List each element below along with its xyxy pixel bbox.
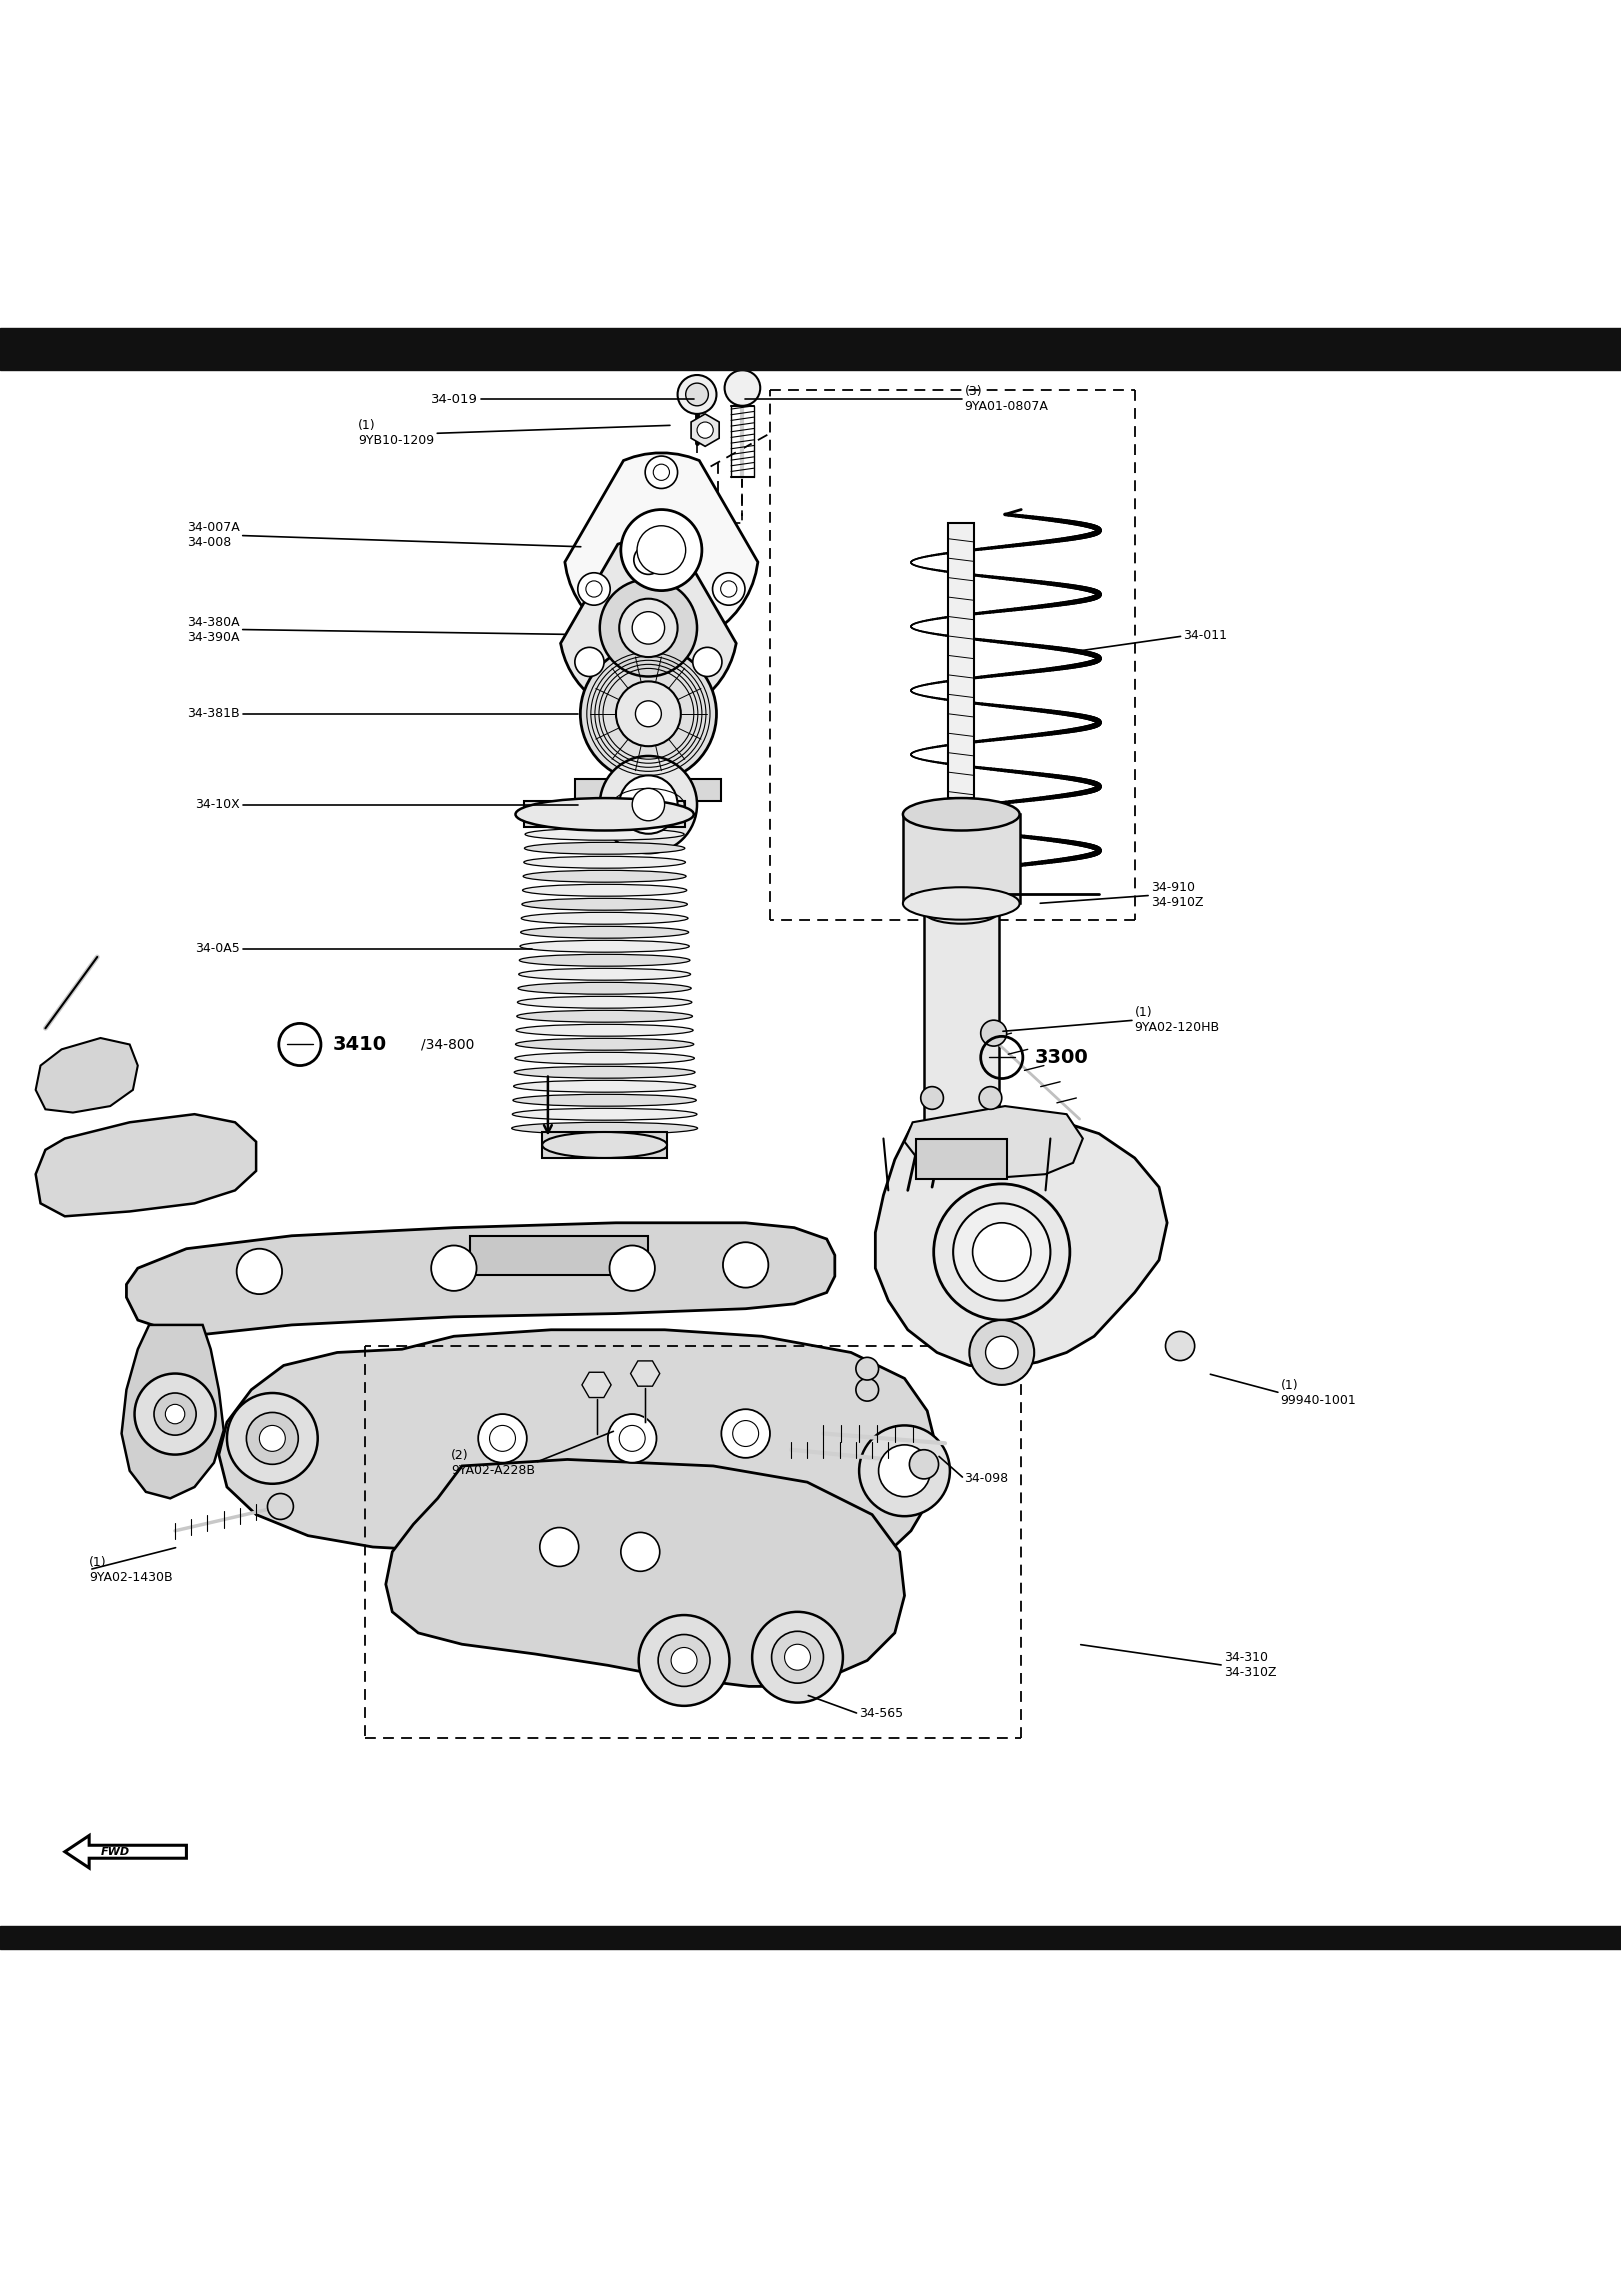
Polygon shape [582, 1373, 611, 1398]
Ellipse shape [517, 1011, 692, 1022]
Circle shape [879, 1446, 930, 1496]
Polygon shape [36, 1038, 138, 1113]
Circle shape [697, 421, 713, 437]
Circle shape [686, 383, 708, 405]
Bar [948, 521, 974, 799]
Text: 34-380A
34-390A: 34-380A 34-390A [188, 615, 240, 644]
Ellipse shape [524, 856, 686, 868]
Circle shape [637, 526, 686, 574]
Bar [0, 328, 1621, 371]
Polygon shape [631, 1362, 660, 1387]
Circle shape [575, 647, 605, 676]
Ellipse shape [514, 1079, 695, 1093]
Circle shape [585, 581, 601, 597]
Circle shape [267, 1494, 293, 1519]
Circle shape [635, 701, 661, 726]
Ellipse shape [541, 1132, 668, 1159]
Text: 3300: 3300 [1034, 1047, 1088, 1068]
Circle shape [921, 1086, 943, 1109]
Polygon shape [219, 1330, 937, 1580]
Circle shape [645, 455, 678, 490]
Bar [903, 815, 1020, 904]
Text: (1)
99940-1001: (1) 99940-1001 [1281, 1380, 1357, 1407]
Circle shape [619, 599, 678, 658]
Circle shape [678, 376, 716, 414]
Ellipse shape [519, 968, 691, 979]
Circle shape [953, 1202, 1050, 1300]
Circle shape [619, 776, 678, 833]
Circle shape [616, 681, 681, 747]
Circle shape [1165, 1332, 1195, 1362]
Ellipse shape [512, 1123, 697, 1134]
Ellipse shape [524, 870, 686, 881]
Circle shape [259, 1425, 285, 1450]
Circle shape [725, 371, 760, 405]
Ellipse shape [621, 517, 702, 583]
Circle shape [600, 578, 697, 676]
Circle shape [634, 544, 663, 574]
Circle shape [609, 1246, 655, 1291]
Circle shape [600, 756, 697, 854]
Circle shape [632, 613, 665, 644]
Text: 34-565: 34-565 [859, 1708, 903, 1721]
Ellipse shape [515, 1052, 694, 1063]
Circle shape [785, 1644, 810, 1671]
Ellipse shape [903, 888, 1020, 920]
Circle shape [909, 1450, 939, 1478]
Text: 3410: 3410 [332, 1036, 386, 1054]
Circle shape [490, 1425, 515, 1450]
Polygon shape [905, 1107, 1083, 1177]
Ellipse shape [515, 1025, 694, 1036]
Ellipse shape [519, 981, 691, 995]
Ellipse shape [924, 899, 999, 924]
Text: (1)
9YB10-1209: (1) 9YB10-1209 [358, 419, 434, 446]
Ellipse shape [519, 954, 691, 965]
Circle shape [632, 788, 665, 820]
Bar [916, 1138, 1007, 1179]
Ellipse shape [514, 1066, 695, 1079]
Text: (1)
9YA02-1430B: (1) 9YA02-1430B [89, 1555, 173, 1585]
Circle shape [540, 1528, 579, 1567]
Circle shape [856, 1357, 879, 1380]
Polygon shape [561, 540, 736, 697]
Text: (3)
9YA01-0807A: (3) 9YA01-0807A [964, 385, 1049, 414]
Circle shape [246, 1412, 298, 1464]
Circle shape [671, 1649, 697, 1674]
Text: 34-10X: 34-10X [195, 797, 240, 811]
Circle shape [979, 1086, 1002, 1109]
Circle shape [619, 1425, 645, 1450]
Ellipse shape [522, 913, 687, 924]
Text: (2)
9YA02-A228B: (2) 9YA02-A228B [451, 1448, 535, 1478]
Circle shape [135, 1373, 216, 1455]
Ellipse shape [512, 1095, 697, 1107]
Circle shape [969, 1321, 1034, 1384]
Bar [575, 779, 721, 802]
Text: 34-381B: 34-381B [188, 708, 240, 720]
Circle shape [934, 1184, 1070, 1321]
Circle shape [577, 574, 609, 606]
Polygon shape [36, 1113, 256, 1216]
Text: 34-910
34-910Z: 34-910 34-910Z [1151, 881, 1203, 909]
Circle shape [478, 1414, 527, 1462]
Circle shape [973, 1223, 1031, 1282]
Text: 34-007A
34-008: 34-007A 34-008 [186, 521, 240, 549]
Text: 34-019: 34-019 [431, 394, 478, 405]
Circle shape [692, 647, 721, 676]
Circle shape [227, 1394, 318, 1485]
Circle shape [580, 647, 716, 781]
Text: 34-011: 34-011 [1183, 628, 1227, 642]
Text: 34-0A5: 34-0A5 [195, 943, 240, 956]
Ellipse shape [515, 1038, 694, 1050]
Circle shape [653, 465, 669, 480]
Circle shape [658, 1635, 710, 1687]
Ellipse shape [520, 940, 689, 952]
Circle shape [859, 1425, 950, 1516]
Bar [470, 1236, 648, 1275]
Ellipse shape [924, 1145, 999, 1170]
Circle shape [981, 1020, 1007, 1045]
Circle shape [639, 1614, 729, 1705]
Circle shape [856, 1378, 879, 1400]
Ellipse shape [525, 829, 684, 840]
Circle shape [721, 1409, 770, 1457]
Circle shape [772, 1630, 823, 1683]
